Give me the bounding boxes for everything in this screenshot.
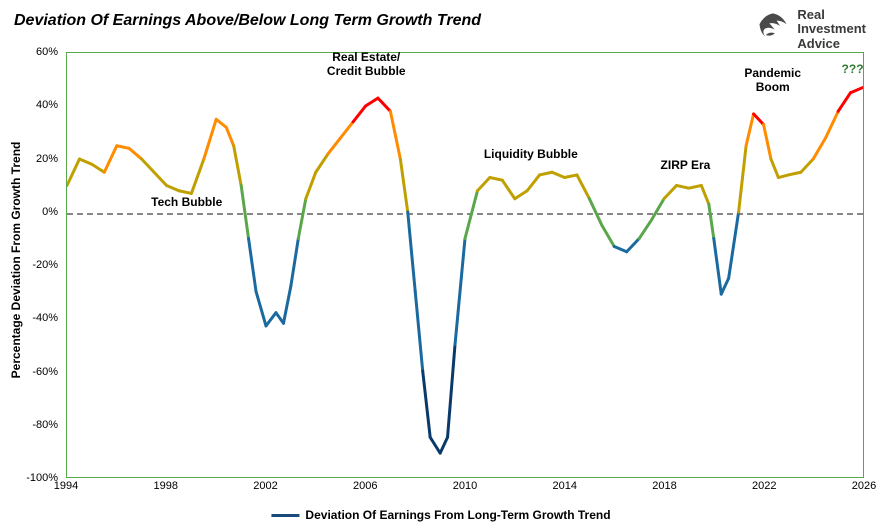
chart-annotation: PandemicBoom [744,66,801,94]
y-tick-label: -40% [32,312,58,324]
x-tick-labels: 199419982002200620102014201820222026 [66,480,864,494]
logo: Real Investment Advice [755,8,866,51]
chart-title: Deviation Of Earnings Above/Below Long T… [14,12,481,30]
x-tick-label: 2014 [553,480,577,492]
chart-annotation: Liquidity Bubble [484,147,578,161]
x-tick-label: 2002 [253,480,277,492]
chart-container: Deviation Of Earnings Above/Below Long T… [0,0,882,528]
chart-annotation: Tech Bubble [151,195,222,209]
x-tick-label: 2026 [852,480,876,492]
line-series [67,53,863,477]
logo-line-3: Advice [797,37,866,51]
y-tick-label: 0% [42,206,58,218]
y-tick-label: -60% [32,366,58,378]
y-tick-label: 60% [36,46,58,58]
x-tick-label: 1994 [54,480,78,492]
x-tick-label: 2022 [752,480,776,492]
y-tick-labels: 60%40%20%0%-20%-40%-60%-80%-100% [0,52,62,478]
y-tick-label: 20% [36,153,58,165]
plot-area: Tech Bubble Real Estate/Credit Bubble Liqu… [66,52,864,478]
x-tick-label: 2018 [652,480,676,492]
y-tick-label: -20% [32,259,58,271]
logo-line-2: Investment [797,22,866,36]
y-tick-label: 40% [36,99,58,111]
chart-annotation: ZIRP Era [661,158,711,172]
logo-text: Real Investment Advice [797,8,866,51]
logo-line-1: Real [797,8,866,22]
x-tick-label: 2006 [353,480,377,492]
x-tick-label: 1998 [154,480,178,492]
legend-label: Deviation Of Earnings From Long-Term Gro… [305,508,610,522]
x-tick-label: 2010 [453,480,477,492]
legend-swatch [271,514,299,517]
chart-annotation: ??? [842,62,864,76]
eagle-icon [755,8,791,44]
y-tick-label: -80% [32,419,58,431]
chart-annotation: Real Estate/Credit Bubble [327,50,406,78]
legend: Deviation Of Earnings From Long-Term Gro… [271,508,610,522]
